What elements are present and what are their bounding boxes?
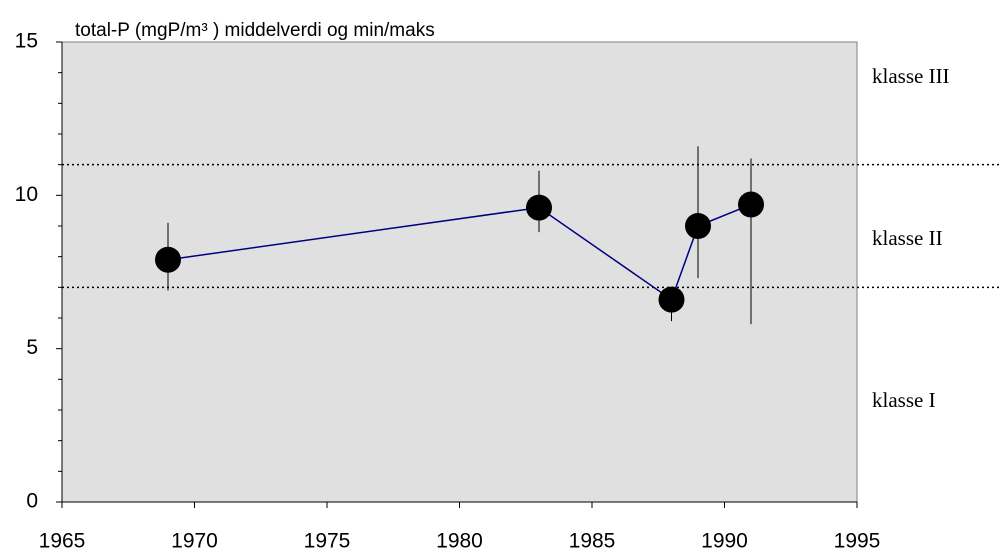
x-tick-label: 1965	[39, 530, 86, 553]
plot-area	[61, 41, 858, 503]
data-point	[526, 194, 552, 221]
y-tick-label: 10	[15, 183, 38, 206]
x-tick-label: 1985	[569, 530, 616, 553]
data-point	[738, 191, 764, 218]
data-point	[658, 286, 685, 313]
x-tick-label: 1995	[834, 530, 881, 553]
y-tick-label: 15	[15, 30, 38, 53]
class-label: klasse I	[872, 388, 936, 412]
x-tick-label: 1990	[701, 530, 748, 553]
x-tick-label: 1975	[304, 530, 351, 553]
x-tick-label: 1980	[436, 530, 483, 553]
class-label: klasse II	[872, 226, 943, 250]
data-point	[685, 213, 711, 239]
y-tick-label: 5	[26, 336, 38, 359]
data-point	[155, 246, 181, 273]
y-tick-label: 0	[26, 490, 38, 513]
x-tick-label: 1970	[171, 530, 218, 553]
class-label: klasse III	[872, 64, 950, 88]
chart-title: total-P (mgP/m³ ) middelverdi og min/mak…	[75, 20, 435, 41]
